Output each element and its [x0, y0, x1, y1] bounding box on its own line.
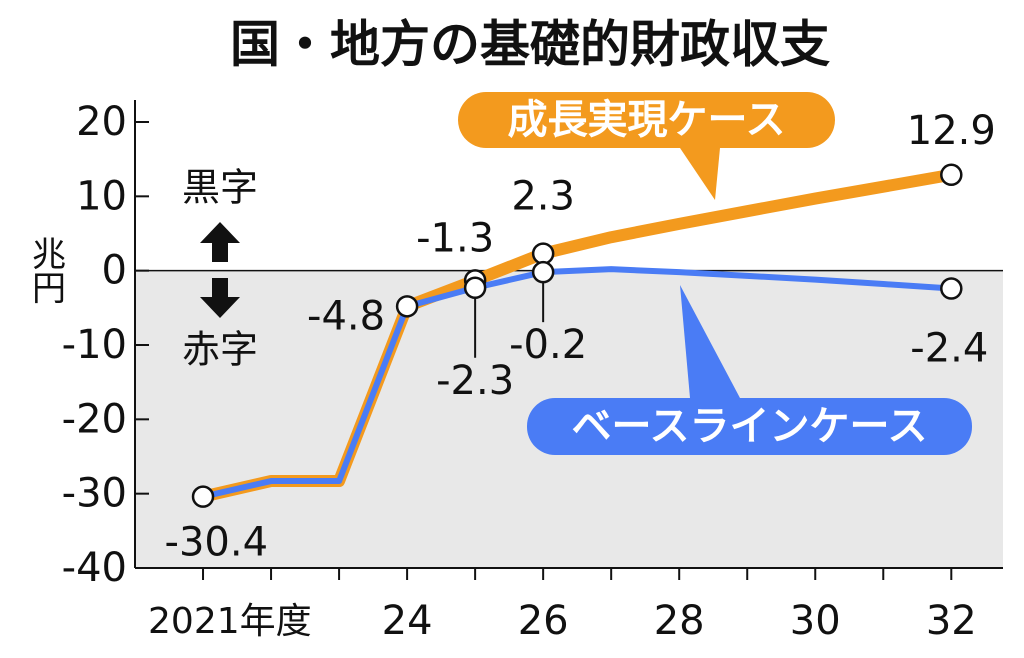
y-tick-label: 10 — [76, 173, 127, 219]
y-tick-label: -10 — [62, 322, 127, 368]
x-tick-label: 32 — [926, 598, 977, 644]
legend-label: ベースラインケース — [572, 404, 928, 450]
y-tick-label: -30 — [62, 471, 127, 517]
x-tick-label: 24 — [382, 598, 433, 644]
data-label: -1.3 — [416, 215, 494, 261]
legend-pointer — [680, 148, 720, 200]
data-label: -30.4 — [165, 520, 269, 566]
y-axis-label: 兆円 — [26, 236, 66, 304]
legend-label: 成長実現ケース — [508, 97, 786, 143]
series-line — [202, 266, 952, 500]
x-tick-label: 30 — [790, 598, 841, 644]
x-tick-label: 28 — [654, 598, 705, 644]
arrow-up — [200, 222, 240, 262]
data-label: -0.2 — [509, 322, 587, 368]
data-point — [463, 276, 487, 300]
chart-title: 国・地方の基礎的財政収支 — [230, 16, 830, 74]
data-point — [940, 277, 963, 300]
legend-box — [458, 92, 835, 148]
legend-pointer — [680, 285, 740, 398]
arrow-down — [200, 278, 240, 318]
data-point — [531, 242, 555, 265]
data-label: -2.4 — [910, 326, 988, 372]
data-point — [395, 295, 419, 318]
data-point — [191, 485, 215, 508]
surplus-label: 黒字 — [182, 166, 258, 210]
deficit-label: 赤字 — [182, 328, 258, 372]
data-label: -4.8 — [307, 293, 385, 339]
legend-box — [527, 398, 972, 455]
y-tick-label: 0 — [102, 248, 127, 294]
data-point — [531, 260, 555, 284]
data-label: 12.9 — [907, 108, 996, 154]
data-label: 2.3 — [511, 174, 575, 220]
x-tick-label: 2021年度 — [148, 601, 312, 642]
data-point — [940, 163, 963, 187]
y-tick-label: -20 — [62, 396, 127, 442]
y-tick-label: -40 — [62, 545, 127, 591]
x-tick-label: 26 — [518, 598, 569, 644]
data-label: -2.3 — [436, 358, 514, 404]
y-tick-label: 20 — [76, 99, 127, 145]
